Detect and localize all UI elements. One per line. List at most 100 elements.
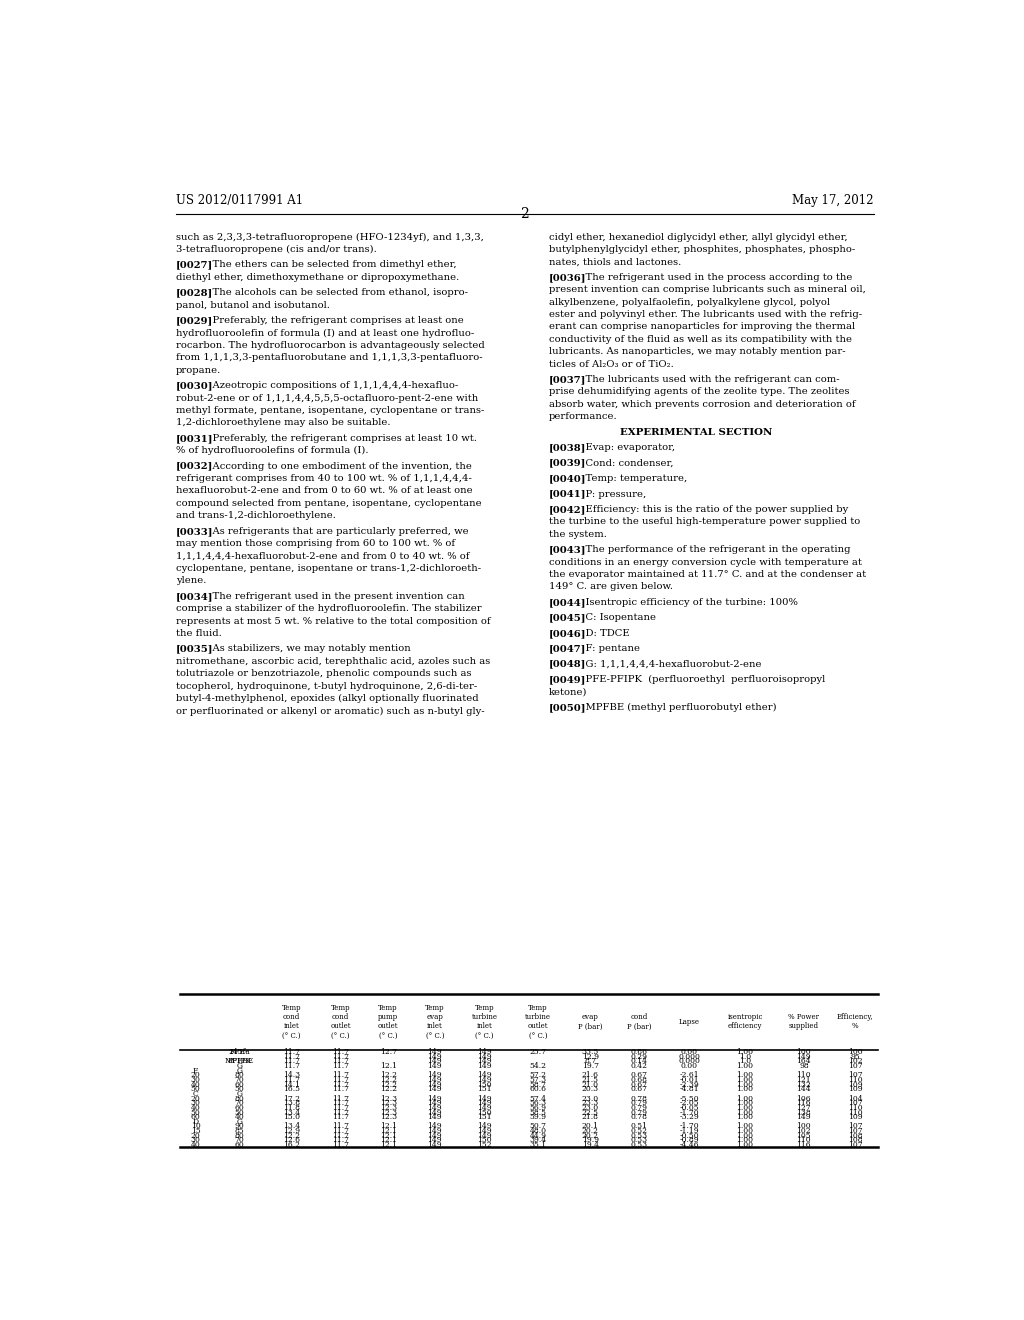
Text: and trans-1,2-dichloroethylene.: and trans-1,2-dichloroethylene. (176, 511, 336, 520)
Text: 58.7: 58.7 (529, 1081, 547, 1089)
Text: tolutriazole or benzotriazole, phenolic compounds such as: tolutriazole or benzotriazole, phenolic … (176, 669, 471, 678)
Text: The lubricants used with the refrigerant can com-: The lubricants used with the refrigerant… (573, 375, 840, 384)
Text: 107: 107 (848, 1072, 862, 1080)
Text: -0.05: -0.05 (679, 1104, 699, 1111)
Text: Cond: condenser,: Cond: condenser, (573, 458, 674, 467)
Text: [0029]: [0029] (176, 317, 213, 325)
Text: 106: 106 (797, 1094, 811, 1102)
Text: 11.7: 11.7 (332, 1072, 349, 1080)
Text: 1.00: 1.00 (736, 1081, 754, 1089)
Text: 56.9: 56.9 (529, 1104, 547, 1111)
Text: 50: 50 (234, 1085, 244, 1093)
Text: 14.1: 14.1 (283, 1081, 300, 1089)
Text: -4.46: -4.46 (679, 1140, 699, 1148)
Text: 149: 149 (477, 1094, 492, 1102)
Text: 149: 149 (427, 1081, 442, 1089)
Text: 23.0: 23.0 (582, 1094, 599, 1102)
Text: 1.00: 1.00 (736, 1113, 754, 1121)
Text: -2.39: -2.39 (679, 1081, 699, 1089)
Text: 108: 108 (848, 1131, 862, 1139)
Text: lubricants. As nanoparticles, we may notably mention par-: lubricants. As nanoparticles, we may not… (549, 347, 845, 356)
Text: 19.7: 19.7 (582, 1063, 599, 1071)
Text: cyclopentane, pentane, isopentane or trans-1,2-dichloroeth-: cyclopentane, pentane, isopentane or tra… (176, 564, 480, 573)
Text: [0038]: [0038] (549, 444, 586, 453)
Text: 149: 149 (427, 1104, 442, 1111)
Text: [0042]: [0042] (549, 506, 586, 513)
Text: present invention can comprise lubricants such as mineral oil,: present invention can comprise lubricant… (549, 285, 865, 294)
Text: % Power
supplied: % Power supplied (788, 1014, 819, 1031)
Text: 149: 149 (427, 1048, 442, 1056)
Text: G: G (237, 1090, 243, 1098)
Text: 1.00: 1.00 (736, 1100, 754, 1107)
Text: [0039]: [0039] (549, 458, 586, 467)
Text: 40: 40 (190, 1104, 201, 1111)
Text: 11.7: 11.7 (332, 1094, 349, 1102)
Text: 0.42: 0.42 (631, 1063, 648, 1071)
Text: or perfluorinated or alkenyl or aromatic) such as n-butyl gly-: or perfluorinated or alkenyl or aromatic… (176, 706, 484, 715)
Text: 11.7: 11.7 (332, 1085, 349, 1093)
Text: [0044]: [0044] (549, 598, 586, 607)
Text: 12.1: 12.1 (380, 1137, 396, 1144)
Text: 100: 100 (848, 1048, 862, 1056)
Text: G: G (237, 1063, 243, 1071)
Text: 110: 110 (848, 1109, 862, 1117)
Text: nates, thiols and lactones.: nates, thiols and lactones. (549, 257, 681, 267)
Text: 150: 150 (477, 1081, 492, 1089)
Text: 0.14: 0.14 (631, 1057, 648, 1065)
Text: [0047]: [0047] (549, 644, 586, 653)
Text: 107: 107 (848, 1140, 862, 1148)
Text: 14.3: 14.3 (283, 1072, 300, 1080)
Text: 0.29: 0.29 (631, 1053, 648, 1061)
Text: -2.61: -2.61 (679, 1072, 699, 1080)
Text: 149: 149 (477, 1122, 492, 1130)
Text: 13.4: 13.4 (283, 1122, 300, 1130)
Text: 11.7: 11.7 (332, 1131, 349, 1139)
Text: 11.7: 11.7 (332, 1081, 349, 1089)
Text: 11.7: 11.7 (332, 1076, 349, 1084)
Text: 12.1: 12.1 (380, 1140, 396, 1148)
Text: [0027]: [0027] (176, 260, 213, 269)
Text: 70: 70 (234, 1076, 244, 1084)
Text: 110: 110 (797, 1072, 811, 1080)
Text: G: G (237, 1118, 243, 1126)
Text: F: pentane: F: pentane (573, 644, 640, 653)
Text: 102: 102 (848, 1057, 862, 1065)
Text: 116: 116 (797, 1140, 811, 1148)
Text: 11.7: 11.7 (283, 1057, 300, 1065)
Text: 149: 149 (477, 1072, 492, 1080)
Text: 0.67: 0.67 (631, 1072, 648, 1080)
Text: 11.7: 11.7 (332, 1109, 349, 1117)
Text: 1.00: 1.00 (736, 1048, 754, 1056)
Text: comprise a stabilizer of the hydrofluoroolefin. The stabilizer: comprise a stabilizer of the hydrofluoro… (176, 605, 481, 614)
Text: 12.1: 12.1 (380, 1063, 396, 1071)
Text: 1,1,1,4,4,4-hexafluorobut-2-ene and from 0 to 40 wt. % of: 1,1,1,4,4,4-hexafluorobut-2-ene and from… (176, 552, 469, 561)
Text: 11.8: 11.8 (283, 1104, 300, 1111)
Text: the fluid.: the fluid. (176, 630, 221, 638)
Text: 12.3: 12.3 (380, 1094, 397, 1102)
Text: 60: 60 (234, 1104, 244, 1111)
Text: G: G (237, 1067, 243, 1074)
Text: [0032]: [0032] (176, 462, 213, 471)
Text: 11.7: 11.7 (332, 1140, 349, 1148)
Text: MPFBE: MPFBE (224, 1057, 254, 1065)
Text: [0036]: [0036] (549, 273, 586, 282)
Text: US 2012/0117991 A1: US 2012/0117991 A1 (176, 194, 303, 207)
Text: 149: 149 (427, 1140, 442, 1148)
Text: 80: 80 (234, 1131, 244, 1139)
Text: Azeotropic compositions of 1,1,1,4,4,4-hexafluo-: Azeotropic compositions of 1,1,1,4,4,4-h… (201, 381, 459, 391)
Text: 13.4: 13.4 (283, 1109, 300, 1117)
Text: 149: 149 (477, 1104, 492, 1111)
Text: from 1,1,1,3,3-pentafluorobutane and 1,1,1,3,3-pentafluoro-: from 1,1,1,3,3-pentafluorobutane and 1,1… (176, 354, 482, 363)
Text: [0034]: [0034] (176, 591, 213, 601)
Text: % of hydrofluoroolefins of formula (I).: % of hydrofluoroolefins of formula (I). (176, 446, 368, 455)
Text: 25.7: 25.7 (529, 1048, 547, 1056)
Text: 11.7: 11.7 (332, 1113, 349, 1121)
Text: 149: 149 (427, 1137, 442, 1144)
Text: The ethers can be selected from dimethyl ether,: The ethers can be selected from dimethyl… (201, 260, 457, 269)
Text: prise dehumidifying agents of the zeolite type. The zeolites: prise dehumidifying agents of the zeolit… (549, 388, 849, 396)
Text: 12.2: 12.2 (380, 1081, 396, 1089)
Text: -0.50: -0.50 (679, 1131, 699, 1139)
Text: 50.7: 50.7 (529, 1122, 547, 1130)
Text: 0.68: 0.68 (631, 1076, 648, 1084)
Text: evap
P (bar): evap P (bar) (578, 1014, 602, 1031)
